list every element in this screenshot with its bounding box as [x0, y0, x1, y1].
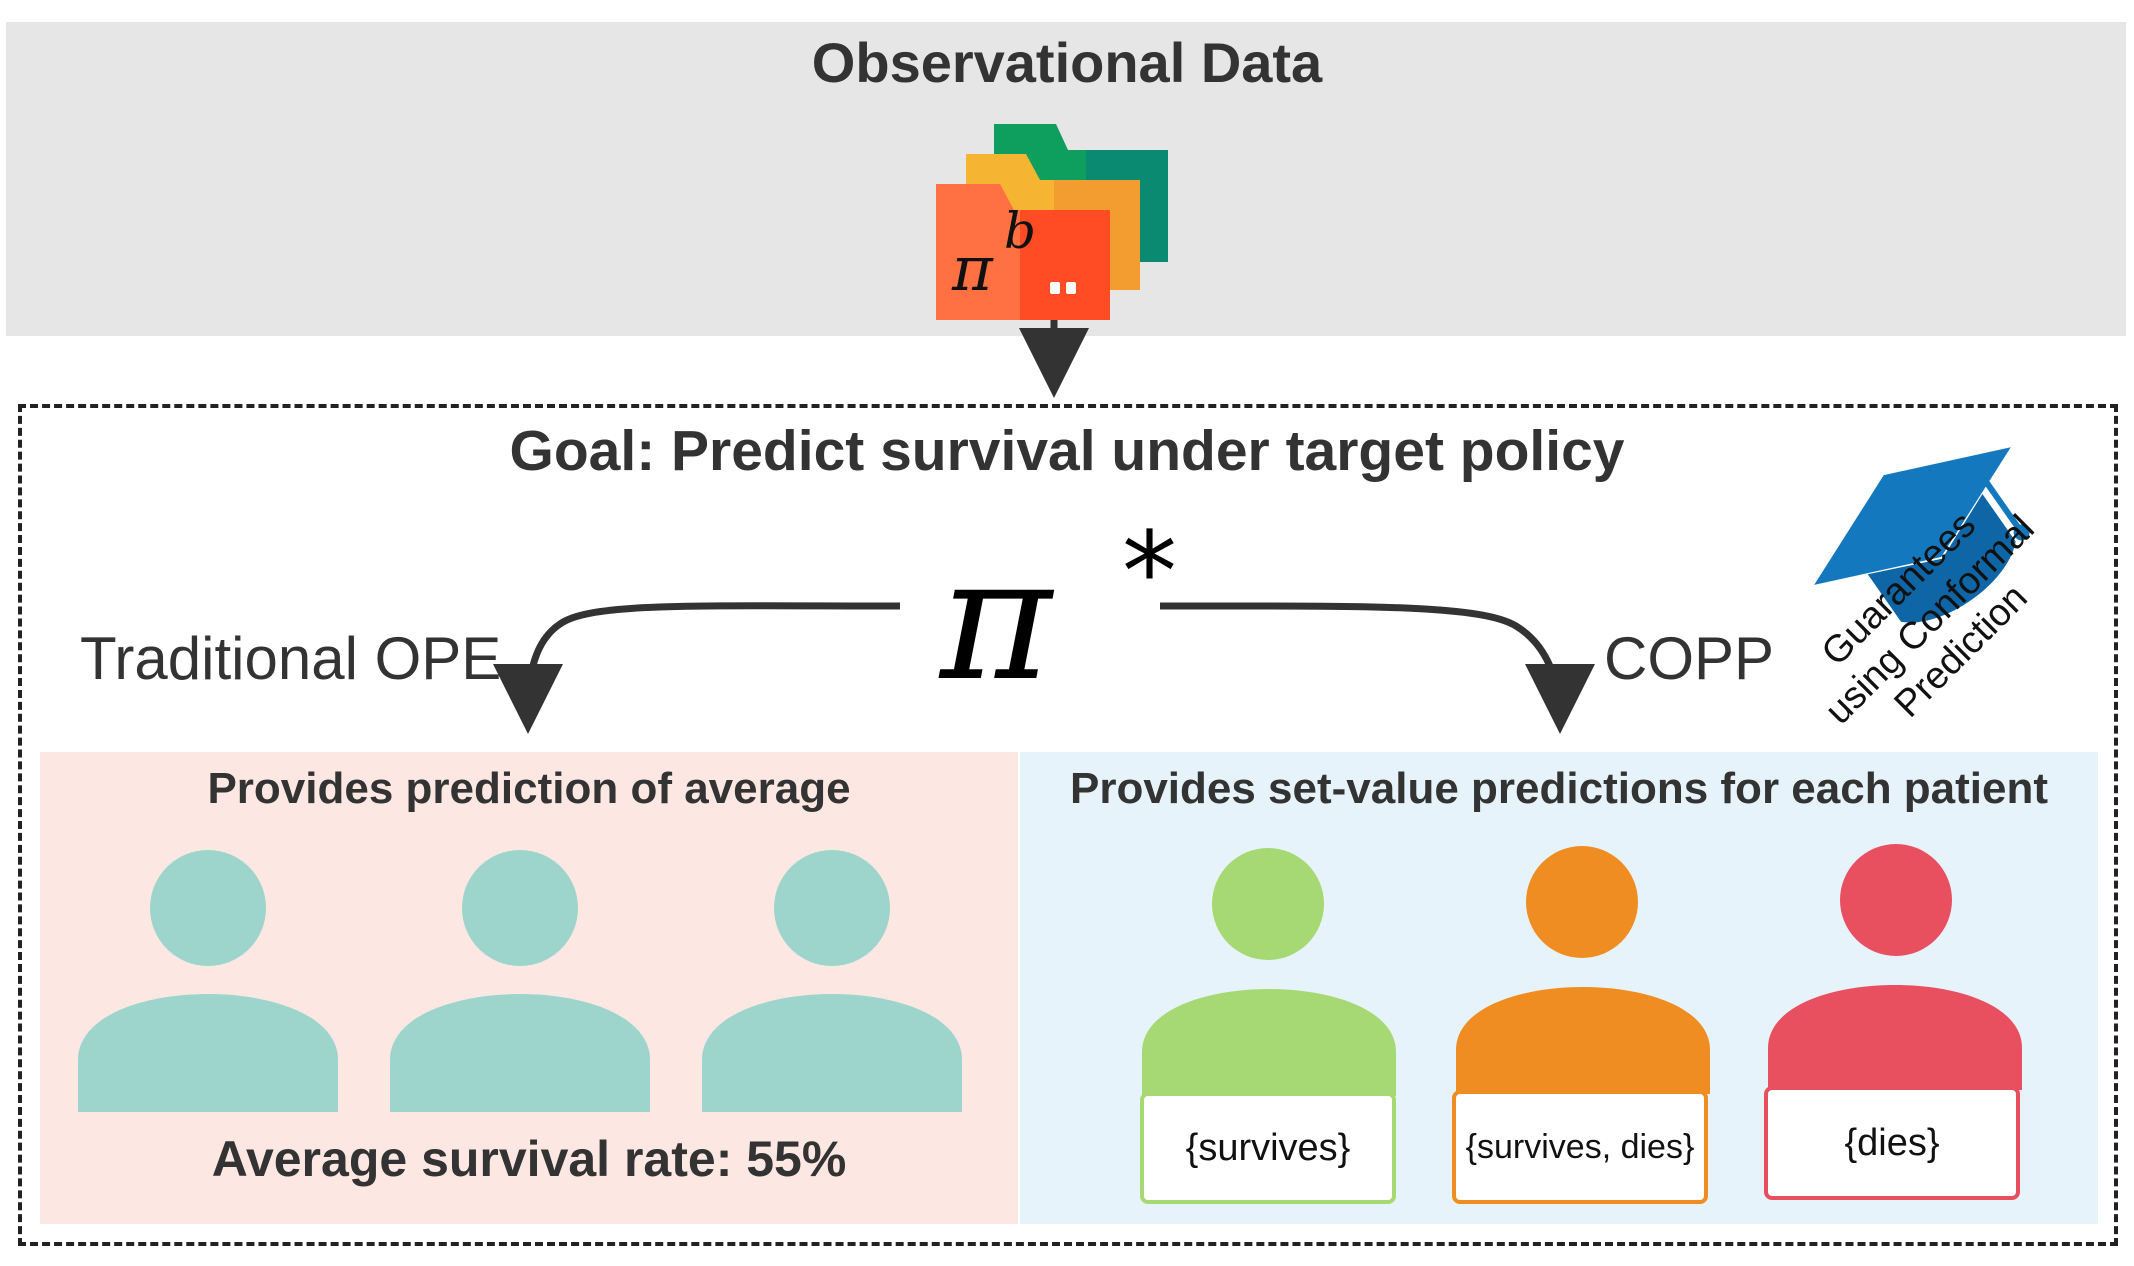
target-policy-symbol: π: [938, 521, 1055, 719]
patient-uncertain-icon: [1456, 846, 1710, 1094]
graduation-cap-icon: [1814, 447, 2030, 623]
prediction-set-survives: {survives}: [1140, 1092, 1396, 1204]
observational-data-title: Observational Data: [811, 31, 1323, 94]
average-survival-rate: Average survival rate: 55%: [211, 1131, 847, 1187]
goal-frame: [18, 404, 2118, 1246]
person-icon: [390, 850, 650, 1112]
copp-label: COPP: [1604, 625, 1775, 692]
set-prediction-heading: Provides set-value predictions for each …: [1069, 764, 2049, 813]
traditional-ope-panel: [40, 752, 1018, 1224]
prediction-set-survives-dies: {survives, dies}: [1452, 1090, 1708, 1204]
traditional-ope-label: Traditional OPE: [80, 625, 502, 692]
target-policy-superscript: *: [1122, 508, 1177, 636]
behavior-policy-symbol: π: [951, 232, 994, 305]
folder-stack-icon: π b: [936, 124, 1168, 320]
behavior-policy-superscript: b: [1004, 202, 1036, 260]
person-icon: [702, 850, 962, 1112]
average-prediction-heading: Provides prediction of average: [207, 764, 851, 813]
goal-title: Goal: Predict survival under target poli…: [509, 419, 1625, 483]
prediction-set-dies: {dies}: [1764, 1086, 2020, 1200]
arrow-to-copp: [1159, 602, 1595, 734]
person-icon: [78, 850, 338, 1112]
patient-survives-icon: [1142, 848, 1396, 1096]
patient-dies-icon: [1768, 844, 2022, 1090]
arrow-to-traditional-ope: [493, 602, 901, 734]
